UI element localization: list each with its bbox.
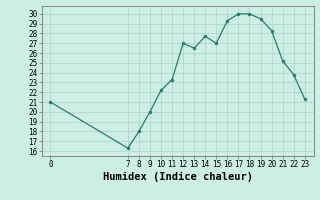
X-axis label: Humidex (Indice chaleur): Humidex (Indice chaleur) — [103, 172, 252, 182]
